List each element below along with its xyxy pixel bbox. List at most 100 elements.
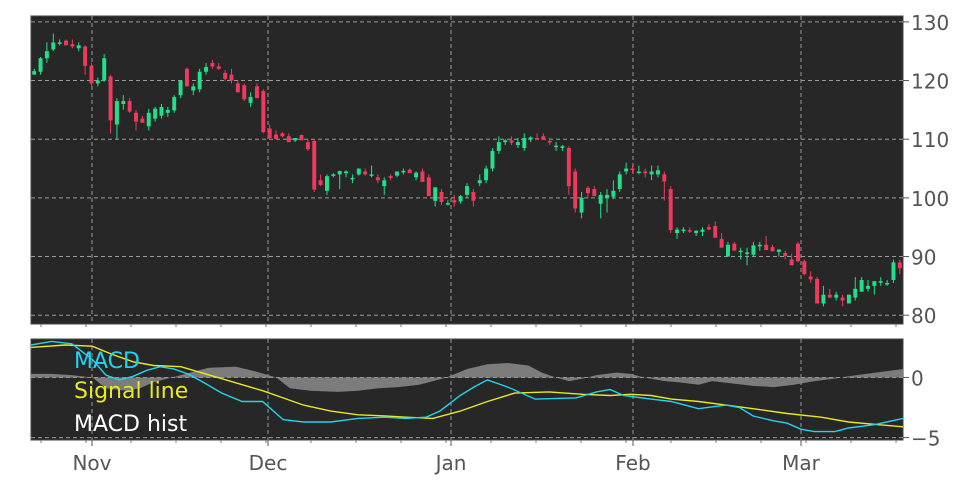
candle-body	[57, 42, 62, 44]
candle-body	[853, 288, 858, 298]
candle	[248, 92, 253, 107]
candle-body	[484, 168, 489, 181]
candle	[897, 259, 902, 275]
candle	[846, 294, 851, 304]
candle	[127, 98, 132, 113]
candle-body	[573, 171, 578, 209]
price-ytick-label-90: 90	[911, 246, 936, 270]
x-tick-label-nov: Nov	[72, 451, 111, 475]
candle-body	[140, 118, 145, 123]
candle	[184, 67, 189, 87]
candle-body	[197, 71, 202, 90]
candle	[337, 170, 342, 190]
candle	[223, 69, 228, 81]
candle	[503, 139, 508, 146]
candle-body	[757, 244, 762, 247]
candle-body	[312, 140, 317, 190]
candle	[210, 60, 215, 69]
candle	[598, 192, 603, 219]
candle-body	[878, 281, 883, 283]
candle-body	[866, 285, 870, 289]
price-ytick-label-130: 130	[911, 11, 949, 35]
candle-body	[477, 180, 482, 184]
candle	[178, 80, 183, 99]
candle	[643, 168, 648, 178]
candle	[770, 244, 775, 252]
candle-body	[675, 229, 680, 234]
candle-body	[649, 171, 654, 175]
candle	[783, 250, 788, 260]
candle	[191, 83, 196, 96]
candle	[114, 98, 119, 140]
candle	[866, 280, 870, 292]
candle-body	[700, 229, 705, 232]
candle	[840, 294, 845, 307]
candle-body	[541, 136, 546, 140]
candle-body	[159, 106, 164, 116]
candle-body	[89, 65, 94, 84]
candle	[102, 54, 107, 82]
candle	[44, 42, 49, 63]
candle-body	[617, 174, 622, 190]
candle-body	[331, 174, 336, 176]
candle	[738, 247, 743, 260]
candle-body	[153, 108, 158, 119]
candle-body	[611, 190, 616, 197]
candle	[165, 106, 170, 117]
candle	[655, 165, 660, 178]
candle-body	[433, 187, 438, 201]
legend-macd: MACD	[74, 349, 140, 374]
candle	[477, 174, 482, 187]
candle	[859, 277, 864, 292]
candle	[891, 259, 896, 283]
candle	[605, 189, 610, 213]
candle-body	[267, 128, 272, 139]
candle	[745, 247, 750, 266]
candle	[776, 249, 781, 257]
candle-body	[668, 189, 673, 231]
candle	[286, 133, 291, 143]
candle	[764, 236, 769, 251]
candle	[134, 109, 138, 131]
candle-body	[515, 142, 520, 146]
candle-body	[51, 42, 56, 50]
candle	[324, 174, 329, 195]
candle-body	[426, 177, 431, 197]
candle-body	[783, 253, 788, 256]
candle-body	[796, 243, 800, 262]
candle	[159, 104, 164, 119]
candle	[853, 277, 858, 301]
candle	[796, 241, 800, 263]
candle	[426, 174, 431, 197]
candle	[802, 259, 807, 276]
candle	[681, 227, 686, 234]
candle	[146, 108, 151, 131]
macd-ytick-label-−5: −5	[911, 427, 940, 451]
candle	[617, 171, 622, 192]
candle-body	[859, 280, 864, 292]
candle-body	[286, 136, 291, 143]
candle	[382, 177, 387, 195]
candle-body	[827, 294, 832, 298]
candle-body	[445, 203, 450, 205]
candle-body	[102, 58, 107, 81]
macd-line	[30, 340, 904, 433]
candle-body	[64, 40, 68, 46]
candle-body	[840, 297, 845, 301]
candle-body	[687, 230, 692, 232]
candle	[433, 187, 438, 207]
candle-body	[802, 261, 807, 275]
candle-body	[732, 243, 737, 251]
candle-body	[216, 66, 221, 69]
candle-body	[344, 171, 349, 174]
candle	[706, 224, 711, 231]
candle-body	[764, 244, 769, 251]
candle	[611, 180, 616, 200]
candle	[535, 133, 539, 140]
candle-body	[592, 189, 597, 197]
candle-body	[585, 187, 590, 194]
candle-body	[388, 176, 393, 178]
candle	[827, 288, 832, 298]
candle	[356, 168, 361, 176]
x-tick-label-jan: Jan	[434, 451, 467, 475]
